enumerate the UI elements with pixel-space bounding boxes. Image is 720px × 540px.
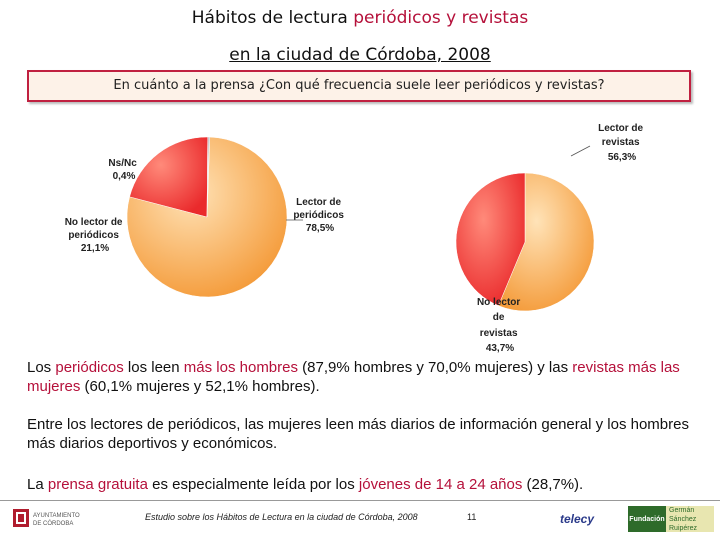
- slide-title-line2: en la ciudad de Córdoba, 2008: [229, 45, 491, 65]
- label-nlp-line2: periódicos: [68, 230, 119, 241]
- pie-slice-ns-nc: [206, 136, 211, 218]
- slide-title-line1: Hábitos de lectura periódicos y revistas: [0, 8, 720, 28]
- label-nsnc-value: 0,4%: [113, 171, 136, 182]
- p3-text-e: (28,7%).: [522, 476, 584, 493]
- label-lector-revistas: Lector de revistas 56,3%: [598, 123, 646, 163]
- label-nsnc: Ns/Nc 0,4%: [108, 158, 139, 182]
- logo-text-2: DE CÓRDOBA: [33, 520, 73, 527]
- label-nsnc-name: Ns/Nc: [108, 158, 137, 169]
- label-nlr-line1: No lector: [477, 297, 520, 308]
- label-nlr-line2: de: [493, 312, 505, 323]
- paragraph-gender: Los periódicos los leen más los hombres …: [27, 358, 697, 396]
- question-box: En cuánto a la prensa ¿Con qué frecuenci…: [27, 70, 691, 102]
- p1-text-c: los leen: [123, 359, 184, 376]
- pie-slice-lector-de-revistas: [498, 172, 595, 312]
- telecy-logo: telecy: [560, 512, 595, 526]
- p1-text-g: (60,1% mujeres y 52,1% hombres).: [80, 378, 320, 395]
- label-lp-line1: Lector de: [296, 197, 341, 208]
- p3-highlight-jovenes: jóvenes de 14 a 24 años: [358, 476, 523, 493]
- pie-chart-revistas: [455, 172, 595, 312]
- label-lp-line2: periódicos: [293, 210, 344, 221]
- paragraph-types: Entre los lectores de periódicos, las mu…: [27, 416, 689, 452]
- label-lr-line2: revistas: [602, 137, 640, 148]
- fundacion-name-2: Sánchez Ruipérez: [669, 515, 698, 532]
- ayuntamiento-logo: AYUNTAMIENTO DE CÓRDOBA: [13, 509, 80, 527]
- p1-text-e: (87,9% hombres y 70,0% mujeres) y las: [298, 359, 573, 376]
- label-nlr-line3: revistas: [480, 328, 518, 339]
- label-nlp-value: 21,1%: [81, 243, 109, 254]
- title-text: Hábitos de lectura: [191, 8, 354, 28]
- label-lp-value: 78,5%: [306, 223, 334, 234]
- logo-text-1: AYUNTAMIENTO: [33, 513, 80, 519]
- p3-text-a: La: [27, 476, 48, 493]
- label-lr-line1: Lector de: [598, 123, 643, 134]
- label-nlp-line1: No lector de: [65, 217, 123, 228]
- fundacion-left: Fundación: [628, 506, 666, 532]
- label-no-lector-revistas: No lector de revistas 43,7%: [477, 297, 523, 354]
- title-highlight: periódicos y revistas: [353, 8, 529, 28]
- fundacion-right: Germán Sánchez Ruipérez: [666, 506, 714, 532]
- label-no-lector-periodicos: No lector de periódicos 21,1%: [65, 217, 126, 254]
- footer-divider: [0, 500, 720, 501]
- footer-study-text: Estudio sobre los Hábitos de Lectura en …: [145, 512, 418, 522]
- paragraph-gratuita: La prensa gratuita es especialmente leíd…: [27, 475, 697, 494]
- label-lector-periodicos: Lector de periódicos 78,5%: [293, 197, 346, 234]
- pie-slice-no-lector-de-revistas: [455, 172, 526, 306]
- p1-text-a: Los: [27, 359, 56, 376]
- pie-slice-no-lector-de-peri-dicos: [129, 136, 209, 218]
- fundacion-logo: Fundación Germán Sánchez Ruipérez: [628, 506, 714, 532]
- p1-highlight-periodicos: periódicos: [55, 359, 124, 376]
- page-number: 11: [467, 512, 477, 522]
- p1-highlight-hombres: más los hombres: [183, 359, 298, 376]
- leader-line-lr: [570, 145, 591, 157]
- pie-charts: Ns/Nc 0,4% No lector de periódicos 21,1%…: [65, 123, 646, 354]
- fundacion-name-1: Germán: [669, 506, 695, 514]
- pie-chart-periodicos: [126, 136, 288, 298]
- p3-text-c: es especialmente leída por los: [147, 476, 359, 493]
- label-nlr-value: 43,7%: [486, 343, 514, 354]
- p1-highlight-revistas: revistas más las mujeres: [27, 359, 680, 395]
- p3-highlight-prensa: prensa gratuita: [47, 476, 148, 493]
- label-lr-value: 56,3%: [608, 152, 636, 163]
